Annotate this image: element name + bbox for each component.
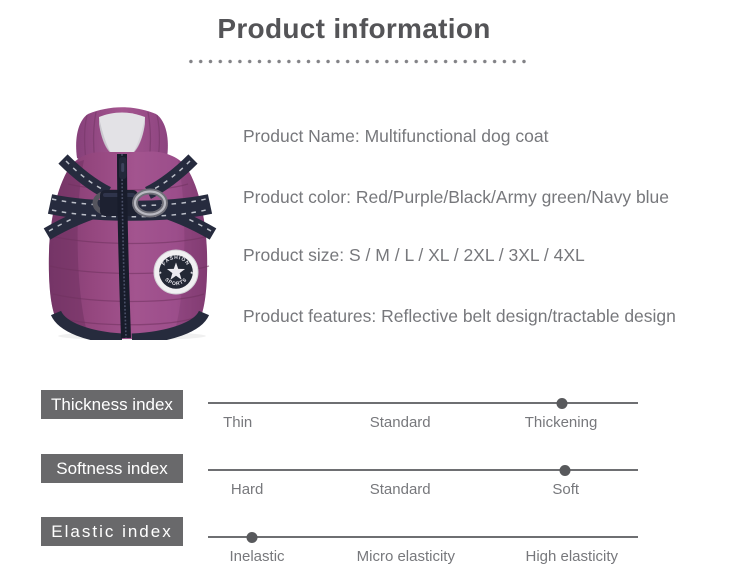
thickness-option-standard: Standard: [369, 414, 431, 431]
badge-side-star-right: ★: [190, 270, 194, 275]
badge-text-bottom: SPORTS: [163, 277, 187, 287]
scale-line: [208, 402, 638, 404]
scale-line: [208, 469, 638, 471]
softness-option-standard: Standard: [369, 481, 431, 498]
softness-option-soft: Soft: [552, 481, 580, 498]
softness-index-scale: Hard Standard Soft: [208, 464, 638, 503]
product-color-line: Product color: Red/Purple/Black/Army gre…: [243, 187, 670, 207]
thickness-option-thin: Thin: [223, 414, 253, 431]
zipper: [117, 153, 131, 339]
page-title: Product information: [217, 13, 491, 44]
product-size-line: Product size: S / M / L / XL / 2XL / 3XL…: [243, 245, 585, 265]
elastic-index-label: Elastic index: [41, 517, 183, 546]
product-image-dog-coat: FASHION SPORTS ★ ★: [43, 107, 217, 340]
collar-lining: [99, 112, 145, 157]
thickness-index-label: Thickness index: [41, 390, 183, 419]
svg-text:SPORTS: SPORTS: [163, 277, 188, 287]
product-features-line: Product features: Reflective belt design…: [243, 306, 676, 326]
thickness-option-thickening: Thickening: [524, 414, 598, 431]
softness-index-label: Softness index: [41, 454, 183, 483]
product-name-line: Product Name: Multifunctional dog coat: [243, 126, 549, 146]
elastic-option-micro: Micro elasticity: [356, 548, 455, 565]
brand-badge: FASHION SPORTS ★ ★: [153, 249, 199, 295]
elastic-option-high: High elasticity: [525, 548, 619, 565]
scale-dot-softness: [559, 464, 571, 476]
dotted-divider: [186, 59, 529, 64]
scale-dot-thickness: [556, 397, 568, 409]
elastic-index-scale: Inelastic Micro elasticity High elastici…: [208, 531, 638, 570]
hem-trim: [50, 310, 210, 340]
thickness-index-scale: Thin Standard Thickening: [208, 397, 638, 436]
scale-line: [208, 536, 638, 538]
elastic-option-inelastic: Inelastic: [229, 548, 285, 565]
softness-option-hard: Hard: [230, 481, 264, 498]
badge-side-star-left: ★: [159, 270, 163, 275]
badge-star-icon: [166, 262, 186, 280]
scale-dot-elastic: [246, 531, 258, 543]
